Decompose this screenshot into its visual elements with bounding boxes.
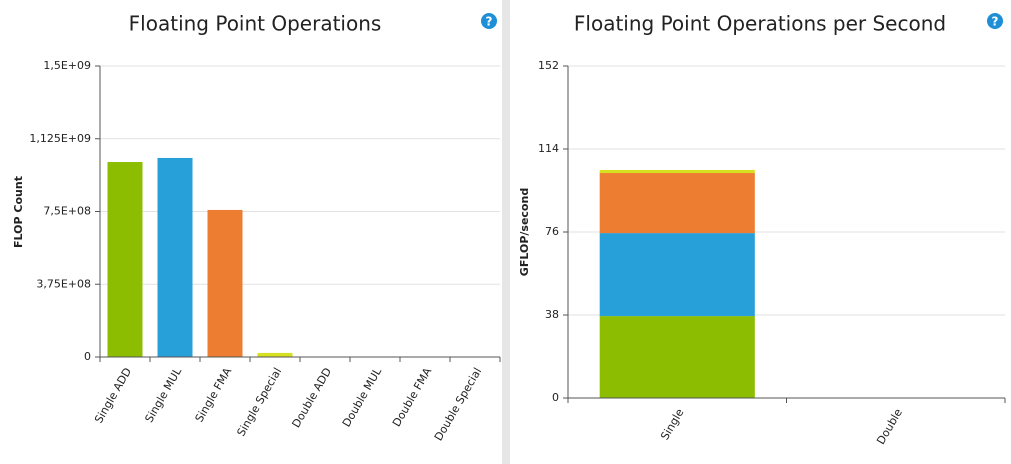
y-tick-label: 114: [538, 142, 559, 155]
help-icon[interactable]: [481, 13, 497, 29]
panel: [0, 0, 502, 464]
y-tick-label: 3,75E+08: [36, 277, 91, 290]
y-tick-label: 76: [545, 225, 559, 238]
y-tick-label: 7,5E+08: [43, 205, 91, 218]
bar: [157, 157, 193, 357]
bar: [107, 162, 143, 357]
bar: [207, 209, 243, 357]
help-icon[interactable]: [987, 13, 1003, 29]
help-label[interactable]: ?: [486, 15, 493, 29]
bar-segment: [599, 316, 755, 398]
y-tick-label: 38: [545, 308, 559, 321]
bar-segment: [599, 173, 755, 234]
y-tick-label: 1,5E+09: [43, 59, 91, 72]
chart-title: Floating Point Operations: [129, 12, 382, 36]
y-axis-label: FLOP Count: [12, 176, 25, 248]
y-tick-label: 0: [84, 350, 91, 363]
bar: [257, 352, 293, 357]
bar-segment: [599, 233, 755, 317]
y-tick-label: 152: [538, 59, 559, 72]
help-label[interactable]: ?: [992, 15, 999, 29]
bar-segment: [599, 169, 755, 174]
y-tick-label: 0: [552, 391, 559, 404]
y-axis-label: GFLOP/second: [518, 188, 531, 276]
chart-title: Floating Point Operations per Second: [574, 12, 946, 36]
y-tick-label: 1,125E+09: [29, 132, 91, 145]
